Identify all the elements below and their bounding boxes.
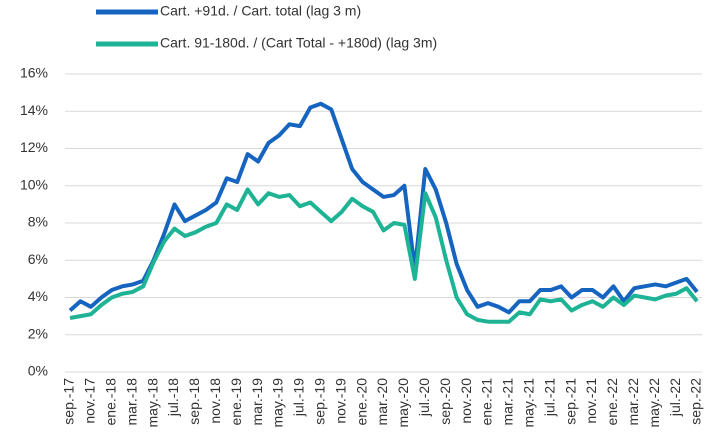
y-tick-label: 4%: [28, 288, 48, 304]
x-tick-label: ene.-21: [479, 378, 495, 426]
x-tick-label: sep.-18: [186, 378, 202, 425]
y-tick-label: 10%: [20, 176, 48, 192]
y-tick-label: 12%: [20, 139, 48, 155]
x-tick-label: may.-20: [395, 378, 411, 428]
y-tick-label: 6%: [28, 251, 48, 267]
x-tick-label: nov.-18: [207, 378, 223, 424]
y-tick-label: 2%: [28, 325, 48, 341]
x-tick-label: sep.-22: [688, 378, 704, 425]
x-tick-label: may.-19: [270, 378, 286, 428]
y-tick-label: 16%: [20, 65, 48, 81]
x-tick-label: may.-22: [646, 378, 662, 428]
x-tick-label: may.-18: [144, 378, 160, 428]
series-line: [69, 187, 699, 324]
x-tick-label: mar.-18: [123, 378, 139, 426]
legend-label: Cart. +91d. / Cart. total (lag 3 m): [160, 3, 361, 19]
x-tick-label: sep.-17: [61, 378, 77, 425]
x-tick-label: may.-21: [521, 378, 537, 428]
x-tick-label: nov.-21: [583, 378, 599, 424]
x-tick-label: jul.-18: [165, 378, 181, 417]
x-tick-label: ene.-18: [103, 378, 119, 426]
x-tick-label: mar.-21: [500, 378, 516, 426]
x-tick-label: nov.-17: [82, 378, 98, 424]
x-tick-label: ene.-20: [353, 378, 369, 426]
x-tick-label: jul.-20: [416, 378, 432, 417]
x-tick-label: nov.-19: [332, 378, 348, 424]
x-tick-label: ene.-19: [228, 378, 244, 426]
y-tick-label: 8%: [28, 214, 48, 230]
x-tick-label: jul.-21: [541, 378, 557, 417]
x-tick-label: jul.-22: [667, 378, 683, 417]
x-tick-label: sep.-19: [312, 378, 328, 425]
x-tick-label: sep.-21: [562, 378, 578, 425]
x-tick-label: mar.-20: [374, 378, 390, 426]
x-tick-label: mar.-19: [249, 378, 265, 426]
y-tick-label: 0%: [28, 363, 48, 379]
x-tick-label: mar.-22: [625, 378, 641, 426]
y-tick-label: 14%: [20, 102, 48, 118]
x-tick-label: ene.-22: [604, 378, 620, 426]
legend-label: Cart. 91-180d. / (Cart Total - +180d) (l…: [160, 35, 437, 51]
series-line: [68, 101, 699, 315]
x-tick-label: nov.-20: [458, 378, 474, 424]
x-tick-label: sep.-20: [437, 378, 453, 425]
x-tick-label: jul.-19: [291, 378, 307, 417]
